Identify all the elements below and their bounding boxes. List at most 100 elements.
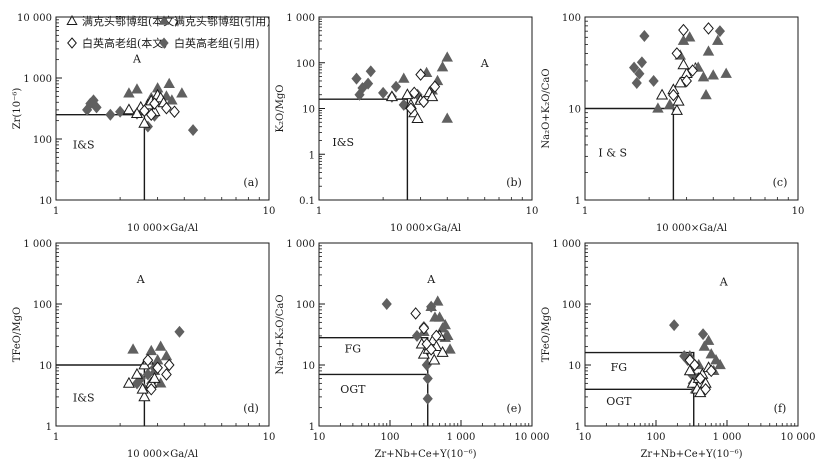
data-point-dia-open xyxy=(687,64,698,77)
data-point-tri-filled xyxy=(163,77,175,89)
y-tick-label: 10 xyxy=(568,361,581,372)
data-point-tri-filled xyxy=(664,98,676,109)
y-tick-label: 0.1 xyxy=(299,196,315,207)
data-point-dia-open xyxy=(425,343,437,356)
panel-label: (e) xyxy=(506,402,521,415)
data-point-tri-filled xyxy=(652,102,664,113)
data-point-tri-filled xyxy=(683,31,696,42)
data-point-tri-open xyxy=(655,88,669,100)
data-point-dia-open xyxy=(681,74,692,88)
data-point-dia-open xyxy=(163,358,175,372)
field-boundary xyxy=(56,114,146,200)
x-axis-label: Zr+Nb+Ce+Y(10⁻⁶) xyxy=(374,449,476,460)
panel-label: (c) xyxy=(773,176,788,189)
data-point-tri-filled xyxy=(131,83,143,94)
panel-label: (a) xyxy=(243,176,258,189)
data-point-tri-filled xyxy=(441,51,453,62)
y-tick-label: 10 xyxy=(302,105,315,116)
data-point-dia-open xyxy=(169,105,180,118)
data-point-dia-filled xyxy=(390,80,402,93)
region-label: A xyxy=(480,57,490,70)
data-point-dia-open xyxy=(408,86,420,100)
data-point-tri-filled xyxy=(707,69,719,80)
x-tick-label: 10 xyxy=(263,432,276,443)
y-axis-label: TFeO/MgO xyxy=(12,307,23,362)
data-point-tri-open xyxy=(122,103,136,115)
legend-marker-tri-filled xyxy=(158,15,170,25)
data-point-tri-open xyxy=(683,364,696,376)
region-label: A xyxy=(426,273,436,286)
data-point-dia-filled xyxy=(714,25,725,38)
data-point-dia-open xyxy=(152,361,163,375)
y-tick-label: 1 xyxy=(575,196,581,207)
y-tick-label: 1 000 xyxy=(23,74,52,85)
data-point-dia-open xyxy=(705,364,717,378)
data-point-dia-open xyxy=(410,307,422,320)
region-label: FG xyxy=(611,361,627,374)
data-point-dia-open xyxy=(142,353,154,367)
data-point-dia-filled xyxy=(115,105,126,118)
data-point-dia-open xyxy=(149,97,160,110)
data-point-dia-open xyxy=(418,322,430,335)
data-point-dia-filled xyxy=(629,61,640,74)
x-axis-label: 10 000×Ga/Al xyxy=(390,223,461,234)
x-tick-label: 100 xyxy=(380,432,399,443)
x-tick-label: 1 000 xyxy=(447,432,476,443)
x-tick-label: 10 xyxy=(792,206,805,217)
x-tick-label: 10 000 xyxy=(781,432,816,443)
data-point-tri-filled xyxy=(154,340,167,351)
x-tick-label: 1 xyxy=(582,206,588,217)
y-tick-label: 1 xyxy=(575,422,581,433)
x-tick-label: 100 xyxy=(646,432,665,443)
data-point-tri-filled xyxy=(444,343,456,354)
data-point-tri-filled xyxy=(712,34,724,45)
data-point-tri-open xyxy=(130,107,144,119)
panel-label: (d) xyxy=(243,402,259,415)
x-tick-label: 10 xyxy=(263,206,276,217)
plot-frame xyxy=(318,16,533,201)
data-point-tri-open xyxy=(130,367,144,379)
data-point-tri-filled xyxy=(441,112,453,123)
data-point-tri-filled xyxy=(123,87,135,98)
data-point-tri-filled xyxy=(166,94,178,105)
data-point-dia-open xyxy=(139,104,150,118)
plot-frame xyxy=(55,16,270,201)
data-point-dia-filled xyxy=(105,108,116,121)
data-point-dia-filled xyxy=(174,325,185,338)
data-point-dia-filled xyxy=(648,74,659,87)
legend-item: 白英高老组(引用) xyxy=(159,36,260,50)
y-tick-label: 10 xyxy=(39,361,52,372)
data-point-dia-filled xyxy=(634,67,645,80)
y-tick-label: 10 xyxy=(568,105,581,116)
data-point-tri-filled xyxy=(705,348,717,359)
x-axis-label: Zr+Nb+Ce+Y(10⁻⁶) xyxy=(640,449,742,460)
data-point-dia-open xyxy=(678,23,689,37)
data-point-dia-filled xyxy=(669,319,680,332)
data-point-dia-open xyxy=(700,383,711,396)
data-point-dia-open xyxy=(415,68,426,81)
x-axis-label: 10 000×Ga/Al xyxy=(127,223,198,234)
data-point-tri-filled xyxy=(398,72,410,83)
y-axis-label: Na₂O+K₂O/CaO xyxy=(541,68,552,148)
legend-marker-tri-open xyxy=(66,14,78,25)
data-point-dia-open xyxy=(694,372,706,385)
legend-item: 白英高老组(本文) xyxy=(67,36,168,50)
y-tick-label: 100 xyxy=(33,300,52,311)
data-point-dia-filled xyxy=(351,72,362,85)
y-tick-label: 1 000 xyxy=(286,239,315,250)
x-tick-label: 10 xyxy=(526,206,539,217)
y-tick-label: 100 xyxy=(562,300,581,311)
x-tick-label: 1 xyxy=(53,432,59,443)
data-point-dia-filled xyxy=(91,101,102,114)
data-point-tri-filled xyxy=(439,319,451,330)
x-tick-label: 10 000 xyxy=(515,432,550,443)
y-tick-label: 100 xyxy=(296,300,315,311)
x-tick-label: 10 xyxy=(313,432,326,443)
data-point-tri-open xyxy=(411,112,424,123)
data-point-dia-open xyxy=(431,329,442,343)
data-point-tri-open xyxy=(148,372,161,383)
